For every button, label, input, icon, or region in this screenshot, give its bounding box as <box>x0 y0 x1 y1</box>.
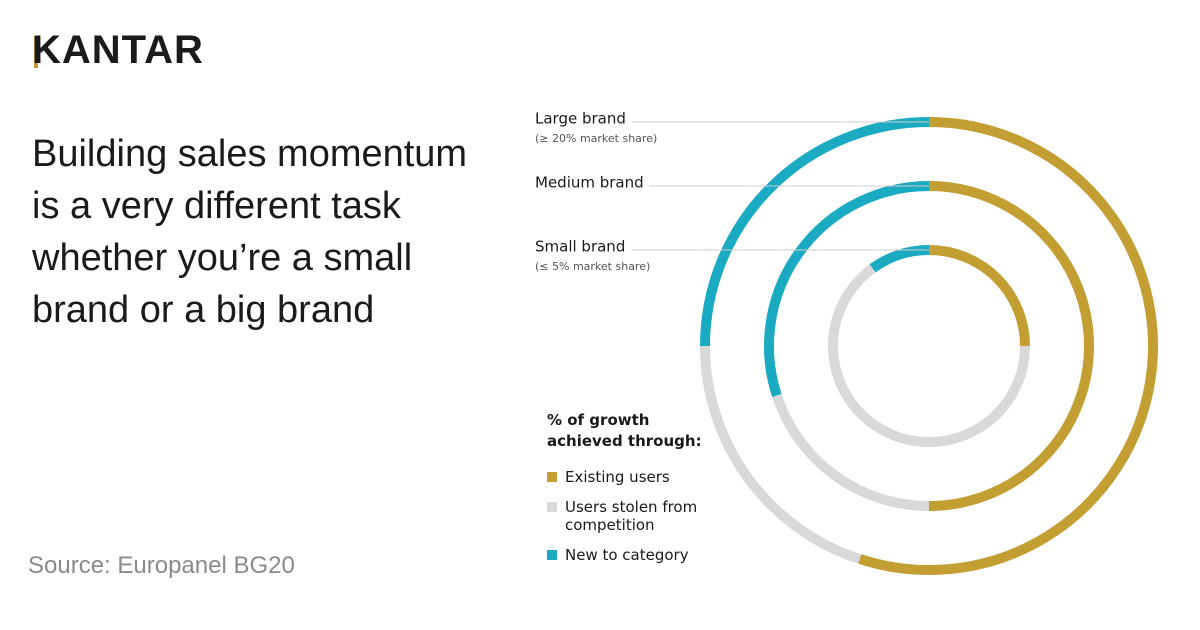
legend: % of growth achieved through: Existing u… <box>547 410 737 576</box>
legend-title: % of growth achieved through: <box>547 411 702 450</box>
legend-item: Existing users <box>547 468 737 486</box>
ring-segment <box>828 264 1030 447</box>
logo: KANTAR <box>32 28 204 72</box>
legend-swatch <box>547 502 557 512</box>
category-note: (≥ 20% market share) <box>535 132 657 145</box>
source: Source: Europanel BG20 <box>28 552 295 579</box>
category-label: Medium brand <box>535 174 644 192</box>
legend-swatch <box>547 550 557 560</box>
ring-segment <box>772 393 930 511</box>
legend-item: Users stolen from competition <box>547 498 737 534</box>
legend-label: Users stolen from competition <box>565 498 698 534</box>
legend-swatch <box>547 472 557 482</box>
ring-segment <box>869 245 930 273</box>
legend-label: Existing users <box>565 468 670 486</box>
ring-segment <box>858 117 1158 575</box>
ring-segment <box>928 181 1094 511</box>
logo-accent <box>34 36 38 68</box>
legend-label: New to category <box>565 546 689 564</box>
category-label: Large brand <box>535 110 626 128</box>
chart-title: Building sales momentum is a very differ… <box>32 133 468 331</box>
ring-segment <box>764 181 930 397</box>
ring-segment <box>700 117 930 347</box>
ring-segment <box>928 245 1030 347</box>
ring-segment <box>700 345 862 564</box>
legend-item: New to category <box>547 546 737 564</box>
category-note: (≤ 5% market share) <box>535 260 650 273</box>
category-label: Small brand <box>535 238 625 256</box>
